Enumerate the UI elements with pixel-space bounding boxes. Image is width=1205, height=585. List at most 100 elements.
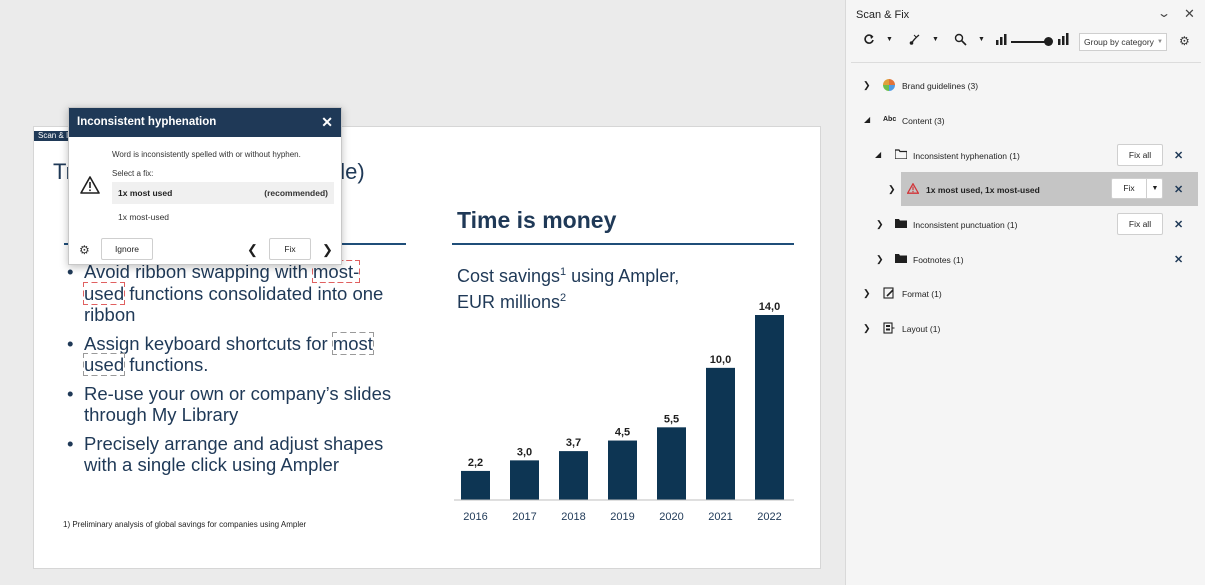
bullet-text: functions. xyxy=(124,354,209,375)
scan-fix-panel: Scan & Fix ⌄ ✕ ▼ ▼ ▼ Group by category ▼… xyxy=(845,0,1205,585)
tree-row-format[interactable]: ❯ Format (1) xyxy=(846,282,1205,306)
tree-row-issue-selected[interactable]: ❯ 1x most used, 1x most-used Fix ▼ ✕ xyxy=(888,172,1198,206)
fix-option-recommended[interactable]: 1x most used (recommended) xyxy=(112,182,334,204)
subtitle-line1-rest: using Ampler, xyxy=(566,266,680,286)
fix-all-button[interactable]: Fix all xyxy=(1117,213,1163,235)
panel-title: Scan & Fix xyxy=(856,9,910,21)
chevron-left-icon[interactable]: ❮ xyxy=(247,242,258,257)
chevron-expanded-icon[interactable]: ◢ xyxy=(864,115,871,124)
refresh-icon[interactable] xyxy=(863,33,875,45)
caret-down-icon[interactable]: ▼ xyxy=(978,36,985,43)
footnote: 1) Preliminary analysis of global saving… xyxy=(63,520,307,529)
spell-check-icon[interactable] xyxy=(954,33,968,46)
chevron-expanded-icon[interactable]: ◢ xyxy=(875,150,882,159)
bar-2022 xyxy=(755,315,784,500)
data-label-2018: 3,7 xyxy=(566,437,581,449)
tree-row-label: Brand guidelines (3) xyxy=(902,81,979,91)
group-by-select[interactable]: Group by category ▼ xyxy=(1079,33,1167,51)
slide-title-start: Tr xyxy=(53,159,73,184)
tree-row-layout[interactable]: ❯ Layout (1) xyxy=(846,317,1205,341)
dismiss-icon[interactable]: ✕ xyxy=(1174,150,1184,162)
dismiss-icon[interactable]: ✕ xyxy=(1174,184,1184,196)
data-label-2019: 4,5 xyxy=(615,427,630,439)
fix-label: Fix xyxy=(1123,183,1135,193)
fix-option-alt[interactable]: 1x most-used xyxy=(118,212,170,222)
ignore-button[interactable]: Ignore xyxy=(101,238,153,260)
caret-down-icon[interactable]: ▼ xyxy=(1146,179,1163,198)
bullet-text: Precisely arrange and adjust shapes with… xyxy=(84,432,384,476)
bar-2017 xyxy=(510,460,539,500)
bullet-item[interactable]: Avoid ribbon swapping with most-used fun… xyxy=(66,260,396,326)
bullet-item[interactable]: Re-use your own or company’s slides thro… xyxy=(66,383,396,426)
chevron-right-icon[interactable]: ❯ xyxy=(863,288,871,298)
tree-row-footnotes[interactable]: ❯ Footnotes (1) ✕ xyxy=(846,248,1205,272)
dismiss-icon[interactable]: ✕ xyxy=(1174,219,1184,231)
tree-row-inconsistent-hyphenation[interactable]: ◢ Inconsistent hyphenation (1) Fix all ✕ xyxy=(846,144,1205,168)
tree-row-content[interactable]: ◢ Abc Content (3) xyxy=(846,109,1205,133)
bullet-text: Avoid ribbon swapping with xyxy=(84,261,308,282)
close-icon[interactable]: ✕ xyxy=(1184,6,1195,21)
chevron-right-icon[interactable]: ❯ xyxy=(876,254,884,264)
slide-canvas: Scan & I Tr ide) Avoid ribbon swapping w… xyxy=(33,126,821,569)
folder-icon xyxy=(895,219,907,228)
chart-subtitle: Cost savings1 using Ampler, EUR millions… xyxy=(457,261,757,313)
gear-icon[interactable]: ⚙ xyxy=(1179,34,1190,48)
popup-header: Inconsistent hyphenation ✕ xyxy=(69,108,341,137)
x-tick-2022: 2022 xyxy=(757,511,781,523)
bullet-item[interactable]: Precisely arrange and adjust shapes with… xyxy=(66,433,396,476)
severity-slider-track[interactable] xyxy=(1011,41,1049,43)
tree-row-inconsistent-punctuation[interactable]: ❯ Inconsistent punctuation (1) Fix all ✕ xyxy=(846,213,1205,237)
fix-popup: Inconsistent hyphenation ✕ Word is incon… xyxy=(68,107,342,265)
severity-slider-knob[interactable] xyxy=(1044,37,1053,46)
flagged-word-most-used[interactable]: most-used xyxy=(82,260,361,305)
subtitle-line1: Cost savings xyxy=(457,266,561,286)
data-label-2022: 14,0 xyxy=(759,301,780,313)
bar-2018 xyxy=(559,451,588,500)
select-fix-label: Select a fix: xyxy=(112,169,154,178)
chevron-right-icon[interactable]: ❯ xyxy=(863,323,871,333)
fix-button[interactable]: Fix xyxy=(269,238,311,260)
chevron-right-icon[interactable]: ❯ xyxy=(863,80,871,90)
caret-down-icon[interactable]: ▼ xyxy=(886,36,893,43)
bar-2019 xyxy=(608,440,637,500)
signal-high-icon[interactable] xyxy=(1058,33,1070,45)
bullet-item[interactable]: Assign keyboard shortcuts for most used … xyxy=(66,331,396,376)
chevron-right-icon[interactable]: ❯ xyxy=(322,242,333,257)
x-tick-2016: 2016 xyxy=(463,511,487,523)
signal-low-icon[interactable] xyxy=(996,33,1008,45)
tree-row-brand-guidelines[interactable]: ❯ Brand guidelines (3) xyxy=(846,74,1205,98)
chevron-right-icon[interactable]: ❯ xyxy=(888,184,896,194)
dismiss-icon[interactable]: ✕ xyxy=(1174,254,1184,266)
x-tick-2018: 2018 xyxy=(561,511,585,523)
text-abc-icon: Abc xyxy=(883,116,897,123)
gear-icon[interactable]: ⚙ xyxy=(79,243,90,257)
close-icon[interactable]: ✕ xyxy=(321,114,333,130)
chevron-down-icon[interactable]: ⌄ xyxy=(1156,6,1172,20)
subtitle-sup2: 2 xyxy=(560,292,567,304)
x-tick-2019: 2019 xyxy=(610,511,634,523)
bar-2021 xyxy=(706,367,735,500)
error-icon xyxy=(907,183,919,194)
issue-label: 1x most used, 1x most-used xyxy=(926,185,1040,195)
fix-split-button[interactable]: Fix ▼ xyxy=(1111,178,1163,199)
x-tick-2017: 2017 xyxy=(512,511,536,523)
bullet-text: functions consolidated into one ribbon xyxy=(84,282,384,326)
flagged-word-most-used-alt[interactable]: most used xyxy=(83,331,374,376)
tree-row-label: Inconsistent punctuation (1) xyxy=(913,220,1018,230)
warning-icon xyxy=(80,176,100,194)
tree-row-label: Content (3) xyxy=(902,116,945,126)
popup-title: Inconsistent hyphenation xyxy=(77,116,217,128)
bar-chart: 2,2 2016 3,0 2017 3,7 2018 4,5 2019 5,5 2020 10,0 2… xyxy=(454,301,794,523)
data-label-2017: 3,0 xyxy=(517,446,532,458)
slide-tab-label: Scan & I xyxy=(34,131,73,141)
data-label-2021: 10,0 xyxy=(710,354,731,366)
chevron-right-icon[interactable]: ❯ xyxy=(876,219,884,229)
fix-all-button[interactable]: Fix all xyxy=(1117,144,1163,166)
bullet-list: Avoid ribbon swapping with most-used fun… xyxy=(66,260,396,483)
x-tick-2020: 2020 xyxy=(659,511,683,523)
brush-icon[interactable] xyxy=(908,33,922,46)
group-by-value: Group by category xyxy=(1084,37,1154,47)
data-label-2016: 2,2 xyxy=(468,457,483,469)
chart-title: Time is money xyxy=(457,207,617,233)
caret-down-icon[interactable]: ▼ xyxy=(932,36,939,43)
